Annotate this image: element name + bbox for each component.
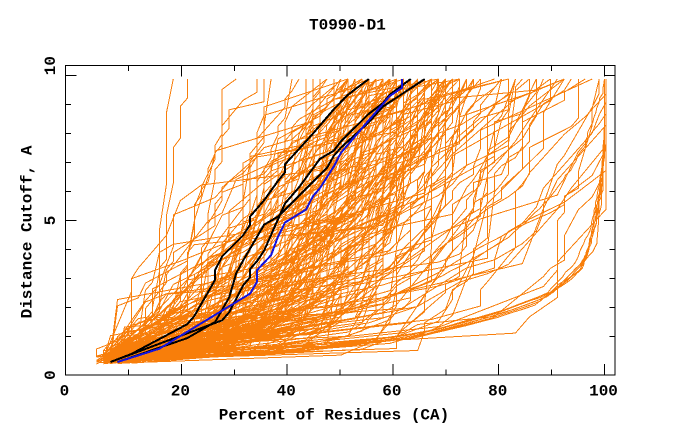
svg-text:10: 10 xyxy=(42,56,60,75)
svg-text:100: 100 xyxy=(589,383,618,401)
svg-text:5: 5 xyxy=(42,216,60,226)
svg-text:80: 80 xyxy=(488,383,507,401)
svg-text:60: 60 xyxy=(382,383,401,401)
svg-text:20: 20 xyxy=(171,383,190,401)
svg-text:0: 0 xyxy=(42,370,60,380)
svg-text:T0990-D1: T0990-D1 xyxy=(309,17,386,35)
svg-text:40: 40 xyxy=(277,383,296,401)
svg-text:Distance Cutoff, A: Distance Cutoff, A xyxy=(19,145,37,318)
svg-text:Percent of Residues (CA): Percent of Residues (CA) xyxy=(219,407,449,425)
svg-text:0: 0 xyxy=(60,383,70,401)
